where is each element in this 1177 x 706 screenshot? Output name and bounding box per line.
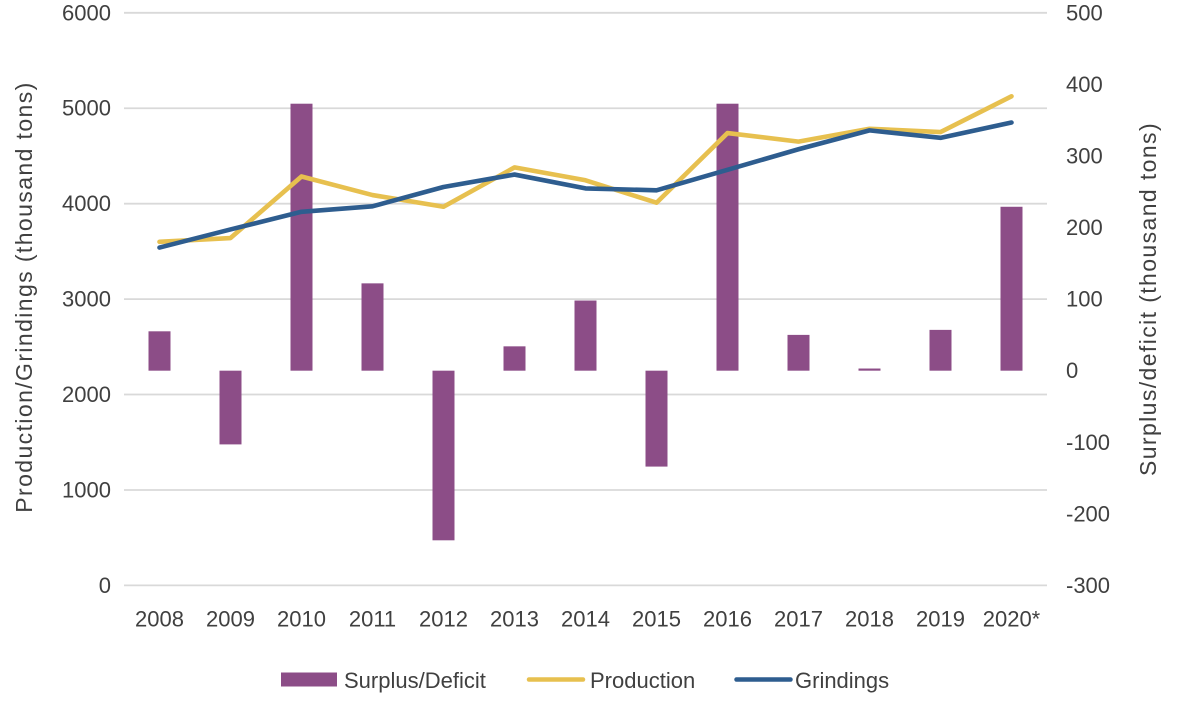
legend-label-production: Production: [590, 668, 695, 693]
legend-swatch-surplus-deficit: [281, 672, 337, 687]
bar-surplus-deficit-2008: [148, 331, 171, 371]
x-axis-label-2011: 2011: [349, 607, 396, 632]
line-grindings: [157, 120, 1014, 250]
left-axis-tick-2000: 2000: [62, 382, 111, 407]
bar-surplus-deficit-2020: [1000, 206, 1023, 371]
left-axis-tick-3000: 3000: [62, 287, 111, 312]
left-axis-tick-1000: 1000: [62, 477, 111, 502]
bar-surplus-deficit-2014: [574, 300, 597, 371]
x-axis-label-2009: 2009: [206, 607, 255, 632]
bar-surplus-deficit-2015: [645, 370, 668, 467]
right-axis-tick--100: -100: [1066, 430, 1110, 455]
legend-label-grindings: Grindings: [795, 668, 889, 693]
bar-surplus-deficit-2013: [503, 346, 526, 371]
right-axis-tick-300: 300: [1066, 143, 1103, 168]
left-axis-tick-6000: 6000: [62, 0, 111, 25]
bar-surplus-deficit-2019: [929, 329, 952, 371]
right-axis-tick--200: -200: [1066, 501, 1110, 526]
x-axis-label-2013: 2013: [490, 607, 539, 632]
bar-surplus-deficit-2017: [787, 334, 810, 371]
x-axis-label-2016: 2016: [703, 607, 752, 632]
x-axis-label-2014: 2014: [561, 607, 610, 632]
right-axis-tick--300: -300: [1066, 573, 1110, 598]
right-axis-tick-0: 0: [1066, 358, 1078, 383]
x-axis-label-2012: 2012: [419, 607, 468, 632]
bar-surplus-deficit-2018: [858, 368, 881, 371]
left-axis-tick-0: 0: [99, 573, 111, 598]
right-axis-tick-400: 400: [1066, 72, 1103, 97]
x-axis-label-2008: 2008: [135, 607, 184, 632]
x-axis-label-2010: 2010: [277, 607, 326, 632]
right-axis-tick-100: 100: [1066, 287, 1103, 312]
legend-label-surplus-deficit: Surplus/Deficit: [344, 668, 486, 693]
right-axis-tick-200: 200: [1066, 215, 1103, 240]
x-axis-label-2017: 2017: [774, 607, 823, 632]
left-axis-tick-5000: 5000: [62, 96, 111, 121]
right-axis-title: Surplus/deficit (thousand tons): [1135, 122, 1161, 476]
x-axis-label-2018: 2018: [845, 607, 894, 632]
bar-surplus-deficit-2012: [432, 370, 455, 541]
right-axis-tick-500: 500: [1066, 0, 1103, 25]
x-axis-label-2020: 2020*: [983, 607, 1041, 632]
x-axis-label-2015: 2015: [632, 607, 681, 632]
bar-surplus-deficit-2009: [219, 370, 242, 445]
x-axis-label-2019: 2019: [916, 607, 965, 632]
bar-surplus-deficit-2011: [361, 283, 384, 371]
left-axis-title: Production/Grindings (thousand tons): [11, 81, 37, 512]
left-axis-tick-4000: 4000: [62, 191, 111, 216]
bar-surplus-deficit-2010: [290, 103, 313, 371]
